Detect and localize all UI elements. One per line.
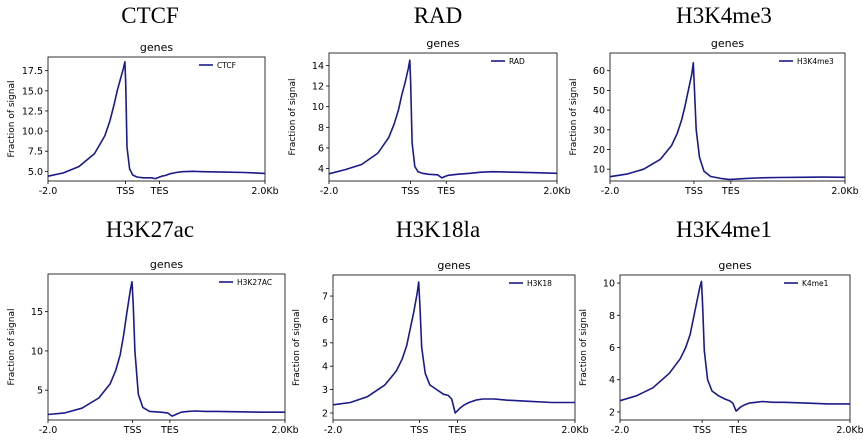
h3k27ac-legend-label: H3K27AC (237, 278, 272, 287)
ctcf-x-tick-label: TES (150, 186, 169, 197)
h3k18la-y-tick-label: 7 (322, 292, 328, 303)
rad-y-tick-label: 10 (312, 102, 324, 113)
h3k27ac-chart-title: genes (150, 258, 183, 271)
h3k4me3-legend-label: H3K4me3 (797, 57, 834, 66)
rad-y-tick-label: 14 (312, 61, 324, 72)
rad-y-tick-label: 4 (318, 164, 324, 175)
panel-title-ctcf: CTCF (121, 3, 179, 28)
panel-title-h3k4me3: H3K4me3 (676, 3, 772, 28)
h3k4me3-x-tick-label: -2.0 (601, 186, 620, 197)
h3k4me3-chart-title: genes (711, 37, 744, 50)
rad-legend-label: RAD (509, 57, 525, 66)
rad-chart-title: genes (426, 37, 459, 50)
h3k27ac-x-tick-label: -2.0 (39, 425, 58, 436)
h3k18la-x-tick-label: -2.0 (324, 425, 343, 436)
h3k27ac-signal-line (47, 280, 285, 417)
h3k4me3-plot-frame (609, 52, 846, 182)
ctcf-y-tick-label: 7.5 (28, 147, 43, 158)
h3k4me3-y-tick-label: 40 (593, 106, 605, 117)
ctcf-legend-label: CTCF (217, 61, 236, 70)
h3k18la-plot-frame (332, 274, 576, 421)
ctcf-y-tick-label: 10.0 (22, 127, 43, 138)
ctcf-y-tick-label: 15.0 (22, 86, 43, 97)
h3k18la-y-tick-label: 6 (322, 315, 328, 326)
ctcf-signal-line (47, 60, 266, 180)
h3k18la-x-tick-label: TES (448, 425, 467, 436)
ctcf-x-tick-label: TSS (116, 186, 135, 197)
panel-title-h3k4me1: H3K4me1 (676, 217, 772, 242)
h3k4me3-y-axis-label: Fraction of signal (569, 79, 579, 156)
chart-ctcf: genes Fraction of signal 5.0 7.5 10.0 12.5 15.… (7, 41, 279, 197)
h3k4me1-x-tick-label: -2.0 (611, 425, 630, 436)
h3k4me1-chart-title: genes (718, 259, 751, 272)
h3k4me1-y-tick-label: 6 (609, 343, 615, 354)
h3k4me1-legend-label: K4me1 (802, 279, 829, 288)
h3k4me3-x-tick-label: TES (721, 186, 740, 197)
ctcf-chart-title: genes (140, 41, 173, 54)
h3k18la-y-tick-label: 3 (322, 385, 328, 396)
h3k4me3-y-tick-label: 50 (593, 86, 605, 97)
h3k27ac-plot-frame (47, 273, 286, 421)
h3k4me1-y-tick-label: 10 (603, 279, 615, 290)
h3k27ac-y-tick-label: 5 (37, 386, 43, 397)
h3k4me1-x-tick-label: 2.0Kb (836, 425, 863, 436)
rad-x-tick-label: 2.0Kb (543, 186, 570, 197)
h3k27ac-x-tick-label: 2.0Kb (271, 425, 298, 436)
rad-x-tick-label: TSS (400, 186, 419, 197)
panel-title-h3k27ac: H3K27ac (105, 217, 195, 242)
h3k4me3-y-tick-label: 60 (593, 66, 605, 77)
panel-title-h3k18la: H3K18la (395, 217, 481, 242)
h3k4me1-x-tick-label: TSS (692, 425, 711, 436)
h3k18la-y-tick-label: 2 (322, 408, 328, 419)
h3k18la-y-tick-label: 5 (322, 338, 328, 349)
h3k27ac-y-tick-label: 10 (31, 346, 43, 357)
rad-y-tick-label: 6 (318, 143, 324, 154)
h3k27ac-x-tick-label: TES (160, 425, 179, 436)
h3k4me3-y-tick-label: 30 (593, 125, 605, 136)
rad-signal-line (328, 59, 558, 179)
ctcf-y-axis-label: Fraction of signal (7, 81, 17, 158)
panel-title-rad: RAD (413, 3, 463, 28)
h3k18la-y-axis-label: Fraction of signal (292, 309, 302, 386)
h3k4me3-signal-line (609, 61, 846, 181)
chart-rad: genes Fraction of signal 4 6 8 10 12 14 -2.0 TSS T… (288, 37, 571, 197)
ctcf-x-tick-label: -2.0 (39, 186, 58, 197)
h3k4me3-y-tick-label: 20 (593, 145, 605, 156)
h3k18la-chart-title: genes (437, 259, 470, 272)
h3k4me1-plot-frame (619, 274, 851, 421)
ctcf-plot-frame (47, 56, 266, 182)
ctcf-y-tick-label: 17.5 (22, 66, 43, 77)
rad-y-tick-label: 12 (312, 82, 324, 93)
h3k18la-x-tick-label: TSS (409, 425, 428, 436)
rad-plot-frame (328, 52, 558, 182)
h3k18la-legend-label: H3K18 (527, 279, 552, 288)
h3k27ac-x-tick-label: TSS (123, 425, 142, 436)
h3k27ac-y-axis-label: Fraction of signal (7, 309, 17, 386)
h3k4me1-y-tick-label: 8 (609, 311, 615, 322)
ctcf-x-tick-label: 2.0Kb (251, 186, 278, 197)
rad-x-tick-label: TES (436, 186, 455, 197)
ctcf-y-tick-label: 5.0 (28, 167, 43, 178)
rad-y-tick-label: 8 (318, 123, 324, 134)
ctcf-y-tick-label: 12.5 (22, 106, 43, 117)
h3k4me3-y-tick-label: 10 (593, 165, 605, 176)
rad-x-tick-label: -2.0 (320, 186, 339, 197)
h3k4me1-y-axis-label: Fraction of signal (579, 309, 589, 386)
h3k4me1-y-tick-label: 4 (609, 375, 615, 386)
h3k18la-signal-line (332, 281, 575, 414)
h3k4me1-y-tick-label: 2 (609, 407, 615, 418)
h3k4me3-x-tick-label: TSS (684, 186, 703, 197)
chart-h3k4me3: genes Fraction of signal 10 20 30 40 50 60 -2.0 T… (569, 37, 859, 197)
h3k18la-x-tick-label: 2.0Kb (561, 425, 588, 436)
h3k4me1-signal-line (619, 280, 850, 412)
h3k18la-y-tick-label: 4 (322, 362, 328, 373)
h3k4me3-x-tick-label: 2.0Kb (831, 186, 858, 197)
h3k27ac-y-tick-label: 15 (31, 307, 43, 318)
rad-y-axis-label: Fraction of signal (288, 79, 298, 156)
h3k4me1-x-tick-label: TES (728, 425, 747, 436)
